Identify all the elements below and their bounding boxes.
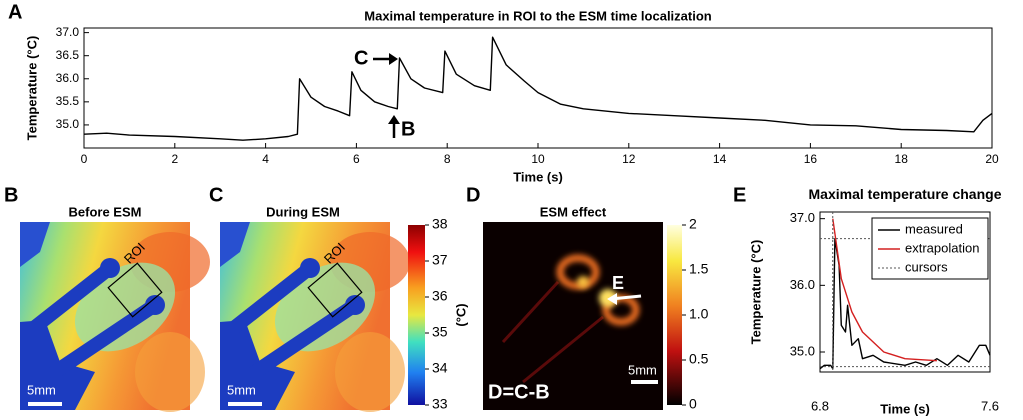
x-tick-label: 7.6 [981, 398, 999, 413]
chart-title: Maximal temperature in ROI to the ESM ti… [364, 8, 712, 23]
x-tick-label: 16 [804, 152, 818, 166]
colorbar-tick-label: 38 [432, 216, 448, 232]
data-line [832, 218, 937, 362]
colorbar-tick-label: 33 [432, 396, 448, 412]
formula: D=C-B [488, 381, 550, 403]
y-tick-label: 37.0 [790, 210, 815, 225]
colorbar [667, 225, 682, 405]
annotation: B [401, 118, 415, 140]
panel-letter: E [733, 184, 746, 206]
panel-title: ESM effect [540, 204, 607, 219]
colorbar-tick-label: 1.0 [689, 306, 709, 322]
y-tick-label: 36.0 [790, 277, 815, 292]
chart-title: Maximal temperature change [808, 186, 1002, 202]
x-tick-label: 14 [713, 152, 727, 166]
marker-label: E [612, 273, 624, 293]
data-line [819, 238, 991, 370]
colorbar-tick-label: 34 [432, 360, 448, 376]
panel-letter: D [466, 184, 480, 206]
y-axis-label: Temperature (°C) [748, 240, 763, 345]
x-tick-label: 8 [444, 152, 451, 166]
x-tick-label: 18 [895, 152, 909, 166]
colorbar-tick-label: 0 [689, 396, 697, 412]
y-tick-label: 36.0 [56, 71, 80, 85]
colorbar-tick-label: 37 [432, 252, 448, 268]
scale-label: 5mm [227, 382, 256, 397]
y-tick-label: 37.0 [56, 25, 80, 39]
x-tick-label: 6 [353, 152, 360, 166]
scale-label: 5mm [27, 382, 56, 397]
panel-title: Before ESM [69, 204, 142, 219]
x-tick-label: 0 [81, 152, 88, 166]
scale-label: 5mm [628, 362, 657, 377]
y-tick-label: 35.0 [56, 117, 80, 131]
colorbar-label: (°C) [453, 303, 468, 326]
panel-title: During ESM [266, 204, 340, 219]
plot-frame [83, 27, 993, 149]
legend-label: cursors [905, 259, 948, 274]
y-tick-label: 35.5 [56, 94, 80, 108]
x-tick-label: 6.8 [811, 398, 829, 413]
x-tick-label: 2 [171, 152, 178, 166]
y-axis-label: Temperature (°C) [24, 36, 39, 141]
x-axis-label: Time (s) [513, 169, 563, 184]
colorbar-tick-label: 36 [432, 288, 448, 304]
legend-label: measured [905, 221, 963, 236]
panel-letter: A [8, 1, 22, 23]
x-tick-label: 20 [985, 152, 999, 166]
colorbar-tick-label: 1.5 [689, 261, 709, 277]
panel-letter: B [4, 184, 18, 206]
x-tick-label: 12 [622, 152, 636, 166]
colorbar-tick-label: 35 [432, 324, 448, 340]
y-tick-label: 35.0 [790, 343, 815, 358]
x-tick-label: 4 [262, 152, 269, 166]
panel-letter: C [209, 184, 223, 206]
data-line [83, 36, 993, 141]
difference-image [483, 222, 663, 410]
annotation: C [354, 47, 368, 69]
colorbar [408, 225, 425, 405]
legend-label: extrapolation [905, 240, 979, 255]
x-axis-label: Time (s) [880, 401, 930, 416]
x-tick-label: 10 [531, 152, 545, 166]
colorbar-tick-label: 0.5 [689, 351, 709, 367]
y-tick-label: 36.5 [56, 48, 80, 62]
colorbar-tick-label: 2 [689, 216, 697, 232]
plot-frame [819, 211, 991, 373]
